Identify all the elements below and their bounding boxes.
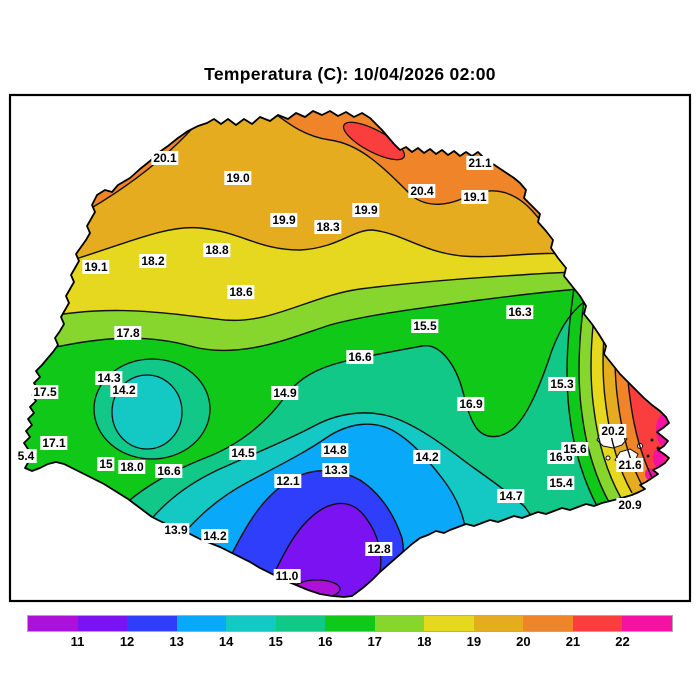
colorbar-tick: 18	[417, 634, 432, 649]
band-21-22-north-blob	[342, 121, 406, 161]
colorbar-segment	[572, 616, 623, 631]
colorbar-segment	[374, 616, 425, 631]
colorbar-segment	[127, 616, 177, 631]
colorbar-segment	[77, 616, 128, 631]
colorbar-segment	[176, 616, 227, 631]
colorbar	[27, 615, 673, 632]
colorbar-segment	[473, 616, 524, 631]
colorbar-tick: 20	[516, 634, 531, 649]
colorbar-segment	[424, 616, 474, 631]
colorbar-tick: 22	[615, 634, 630, 649]
colorbar-tick: 12	[119, 634, 135, 649]
bay-water-patch	[633, 461, 639, 467]
band-14-15-west-pocket	[111, 374, 183, 450]
colorbar-segment	[325, 616, 375, 631]
island-dot	[650, 438, 654, 442]
colorbar-tick: 19	[466, 634, 482, 649]
colorbar-segment	[28, 616, 78, 631]
colorbar-tick: 16	[317, 634, 333, 649]
colorbar-segment	[622, 616, 672, 631]
island-dot	[646, 454, 650, 458]
colorbar-tick: 13	[169, 634, 184, 649]
colorbar-tick: 14	[218, 634, 234, 649]
bay-water-patch	[605, 455, 611, 461]
colorbar-tick: 21	[565, 634, 581, 649]
colorbar-tick: 11	[70, 634, 85, 649]
colorbar-ticks: 11 12 13 14 15 16 17 18 19 20 21 22	[28, 634, 672, 652]
map-title: Temperatura (C): 10/04/2026 02:00	[204, 64, 496, 84]
colorbar-segment	[275, 616, 326, 631]
colorbar-segment	[523, 616, 573, 631]
band-11-12	[272, 503, 381, 597]
state-outline	[22, 110, 670, 598]
colorbar-tick: 15	[268, 634, 283, 649]
colorbar-tick: 17	[367, 634, 382, 649]
colorbar-segment	[226, 616, 276, 631]
